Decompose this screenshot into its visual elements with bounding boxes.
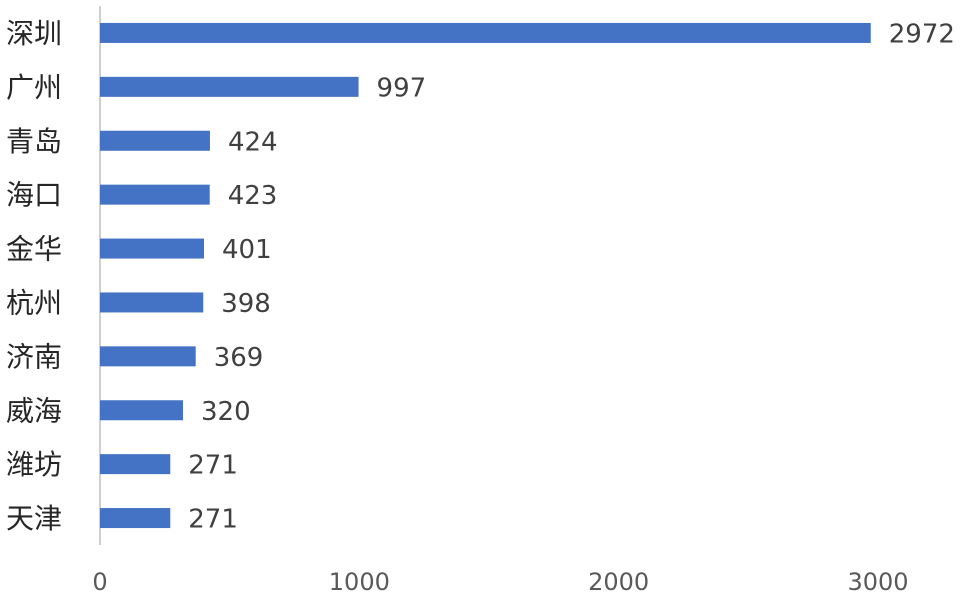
y-tick-label: 金华 xyxy=(6,233,62,266)
value-label: 320 xyxy=(201,397,251,427)
bar xyxy=(100,184,210,205)
y-tick-label: 青岛 xyxy=(6,125,62,158)
bar xyxy=(100,22,871,43)
x-tick-label: 2000 xyxy=(588,568,649,596)
value-label: 271 xyxy=(188,451,238,481)
bar xyxy=(100,130,210,151)
value-label: 424 xyxy=(228,127,278,157)
y-tick-label: 天津 xyxy=(6,502,62,535)
value-label: 997 xyxy=(377,73,427,103)
y-tick-label: 杭州 xyxy=(6,286,62,319)
bar xyxy=(100,400,183,421)
bar xyxy=(100,76,359,97)
value-label: 369 xyxy=(214,343,264,373)
y-tick-label: 潍坊 xyxy=(6,448,62,481)
y-tick-label: 济南 xyxy=(6,340,62,373)
bar xyxy=(100,292,204,313)
value-label: 271 xyxy=(188,505,238,535)
bar xyxy=(100,238,204,259)
value-label: 423 xyxy=(228,181,278,211)
value-label: 401 xyxy=(222,235,272,265)
bar xyxy=(100,508,171,529)
y-tick-label: 海口 xyxy=(6,179,62,212)
y-tick-label: 威海 xyxy=(6,394,62,427)
bar xyxy=(100,346,196,367)
y-tick-label: 深圳 xyxy=(6,17,62,50)
value-label: 2972 xyxy=(889,19,955,49)
value-label: 398 xyxy=(221,289,271,319)
y-tick-label: 广州 xyxy=(6,71,62,104)
x-tick-label: 0 xyxy=(92,568,107,596)
x-tick-label: 1000 xyxy=(329,568,390,596)
x-tick-label: 3000 xyxy=(847,568,908,596)
bar xyxy=(100,454,171,475)
